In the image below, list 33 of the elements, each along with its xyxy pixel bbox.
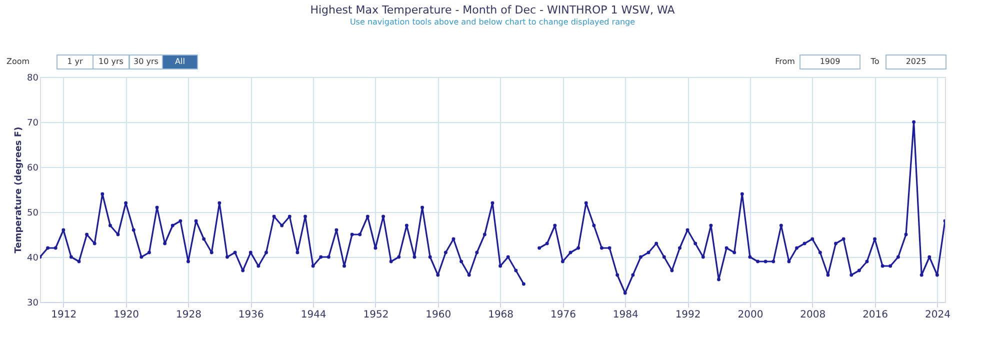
x-tick-label: 1960 [426, 310, 452, 320]
y-tick-label: 30 [27, 298, 39, 308]
x-tick-label: 1936 [238, 310, 264, 320]
chart-subtitle: Use navigation tools above and below chart to change displayed range [350, 18, 636, 26]
text: 1 yr [67, 57, 84, 66]
y-tick-label: 60 [27, 164, 39, 174]
y-tick-label: 40 [27, 254, 39, 264]
text: All [175, 57, 185, 66]
x-tick-label: 1912 [51, 310, 77, 320]
y-tick-label: 80 [27, 74, 39, 84]
text: Zoom [6, 57, 30, 66]
x-tick-label: 1976 [550, 310, 576, 320]
x-tick-label: 1944 [300, 310, 326, 320]
chart-title: Highest Max Temperature - Month of Dec - WINTHROP 1 WSW, WA [310, 4, 676, 16]
text: 30 yrs [134, 57, 158, 66]
text: To [870, 57, 880, 66]
text: 1909 [820, 57, 840, 66]
x-tick-label: 1968 [488, 310, 514, 320]
x-tick-label: 2016 [862, 310, 888, 320]
text: From [775, 57, 796, 66]
text: 10 yrs [98, 57, 124, 66]
x-tick-label: 1928 [176, 310, 202, 320]
x-tick-label: 1920 [114, 310, 140, 320]
y-axis-title: Temperature (degrees F) [14, 126, 24, 254]
x-tick-label: 1992 [675, 310, 701, 320]
x-tick-label: 2024 [924, 310, 950, 320]
x-tick-label: 1984 [612, 310, 638, 320]
x-tick-label: 2008 [800, 310, 826, 320]
text: 2025 [906, 57, 926, 66]
x-tick-label: 2000 [738, 310, 764, 320]
x-tick-label: 1952 [363, 310, 389, 320]
y-tick-label: 50 [27, 208, 39, 218]
y-tick-label: 70 [27, 118, 39, 128]
